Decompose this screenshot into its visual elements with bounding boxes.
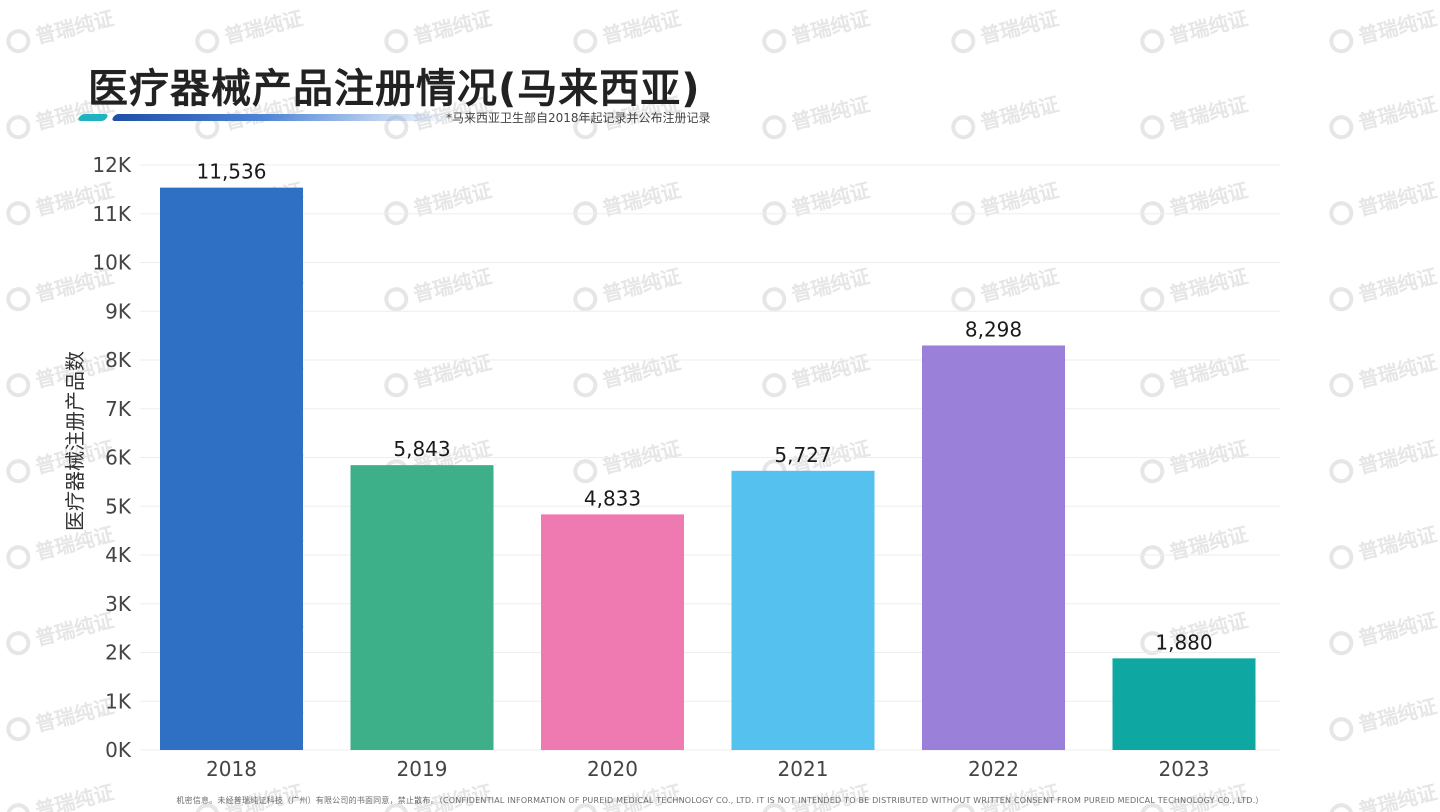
gridlines <box>140 164 1280 751</box>
watermark-logo-icon <box>573 803 598 812</box>
y-tick-label: 10K <box>92 251 131 275</box>
y-tick-label: 1K <box>105 689 132 713</box>
watermark-logo-icon <box>384 29 409 54</box>
watermark-logo-icon <box>1329 803 1354 812</box>
watermark-logo-icon <box>1329 373 1354 398</box>
data-label-2021: 5,727 <box>774 443 831 467</box>
watermark-logo-icon <box>1140 287 1165 312</box>
watermark-logo-icon <box>6 373 31 398</box>
watermark-logo-icon <box>1329 459 1354 484</box>
y-tick-label: 4K <box>105 543 132 567</box>
y-tick-label: 5K <box>105 494 132 518</box>
x-tick-label-2023: 2023 <box>1159 757 1210 781</box>
data-label-2022: 8,298 <box>965 317 1022 341</box>
watermark-logo-icon <box>1140 373 1165 398</box>
watermark-logo-icon <box>6 201 31 226</box>
watermark-logo-icon <box>1329 115 1354 140</box>
watermark-logo-icon <box>573 115 598 140</box>
y-tick-label: 12K <box>92 153 131 177</box>
watermark-logo-icon <box>6 287 31 312</box>
watermark-logo-icon <box>573 287 598 312</box>
x-tick-label-2021: 2021 <box>778 757 829 781</box>
y-tick-label: 8K <box>105 348 132 372</box>
watermark-logo-icon <box>1329 29 1354 54</box>
watermark-logo-icon <box>1329 201 1354 226</box>
watermark-logo-icon <box>951 29 976 54</box>
watermark-logo-icon <box>6 631 31 656</box>
watermark-logo-icon <box>1140 201 1165 226</box>
watermark-logo-icon <box>6 459 31 484</box>
confidentiality-footer: 机密信息。未经普瑞纯证科技（广州）有限公司的书面同意，禁止散布。（CONFIDE… <box>176 796 1264 805</box>
y-tick-label: 11K <box>92 202 131 226</box>
bar-2020 <box>541 514 684 750</box>
bar-2022 <box>922 345 1065 750</box>
x-tick-label-2020: 2020 <box>587 757 638 781</box>
bar-2023 <box>1112 658 1256 750</box>
watermark-logo-icon <box>195 29 220 54</box>
watermark-logo-icon <box>384 287 409 312</box>
y-tick-label: 9K <box>105 299 132 323</box>
data-label-2020: 4,833 <box>584 486 641 510</box>
y-tick-label: 7K <box>105 397 132 421</box>
watermark-logo-icon <box>384 201 409 226</box>
watermark-logo-icon <box>1140 803 1165 812</box>
bars <box>160 187 1256 750</box>
watermark-logo-icon <box>951 803 976 812</box>
bar-2021 <box>731 470 875 750</box>
watermark-logo-icon <box>762 29 787 54</box>
watermark-logo-icon <box>384 373 409 398</box>
bar-2019 <box>350 465 494 750</box>
watermark-logo-icon <box>6 803 31 812</box>
watermark-logo-icon <box>1329 545 1354 570</box>
y-tick-label: 0K <box>105 738 132 762</box>
watermark-logo-icon <box>1329 287 1354 312</box>
watermark-logo-icon <box>762 803 787 812</box>
watermark-logo-icon <box>1140 459 1165 484</box>
watermark-logo-icon <box>573 459 598 484</box>
watermark-logo-icon <box>1329 717 1354 742</box>
watermark-logo-icon <box>6 29 31 54</box>
data-label-2018: 11,536 <box>197 160 267 184</box>
watermark-logo-icon <box>951 201 976 226</box>
watermark-logo-icon <box>6 545 31 570</box>
watermark-logo-icon <box>573 201 598 226</box>
watermark-logo-icon <box>951 115 976 140</box>
data-label-2023: 1,880 <box>1155 630 1212 654</box>
watermark-logo-icon <box>195 803 220 812</box>
watermark-logo-icon <box>762 373 787 398</box>
bar-2018 <box>160 187 303 750</box>
x-tick-label-2022: 2022 <box>968 757 1019 781</box>
y-tick-label: 2K <box>105 641 132 665</box>
x-tick-label-2018: 2018 <box>206 757 257 781</box>
y-tick-label: 6K <box>105 446 132 470</box>
watermark-logo-icon <box>1140 115 1165 140</box>
page-title: 医疗器械产品注册情况(马来西亚) <box>88 66 701 112</box>
watermark-logo-icon <box>762 115 787 140</box>
watermark-logo-icon <box>762 287 787 312</box>
watermark-logo-icon <box>384 803 409 812</box>
y-axis-label: 医疗器械注册产品数 <box>63 351 87 531</box>
y-tick-label: 3K <box>105 592 132 616</box>
watermark-logo-icon <box>573 373 598 398</box>
watermark-logo-icon <box>6 717 31 742</box>
watermark-logo-icon <box>1329 631 1354 656</box>
x-tick-label-2019: 2019 <box>397 757 448 781</box>
chart-subtitle: *马来西亚卫生部自2018年起记录并公布注册记录 <box>446 111 711 125</box>
x-axis-ticks: 2018 2019 2020 2021 2022 2023 <box>206 757 1209 781</box>
y-axis-ticks: 0K 1K 2K 3K 4K 5K 6K 7K 8K 9K 10K 11K 12K <box>92 153 131 762</box>
data-labels: 11,536 5,843 4,833 5,727 8,298 1,880 <box>197 160 1213 655</box>
watermark-logo-icon <box>1140 29 1165 54</box>
watermark-logo-icon <box>762 201 787 226</box>
data-label-2019: 5,843 <box>393 437 450 461</box>
watermark-logo-icon <box>951 287 976 312</box>
watermark-logo-icon <box>573 29 598 54</box>
watermark-logo-icon <box>6 115 31 140</box>
